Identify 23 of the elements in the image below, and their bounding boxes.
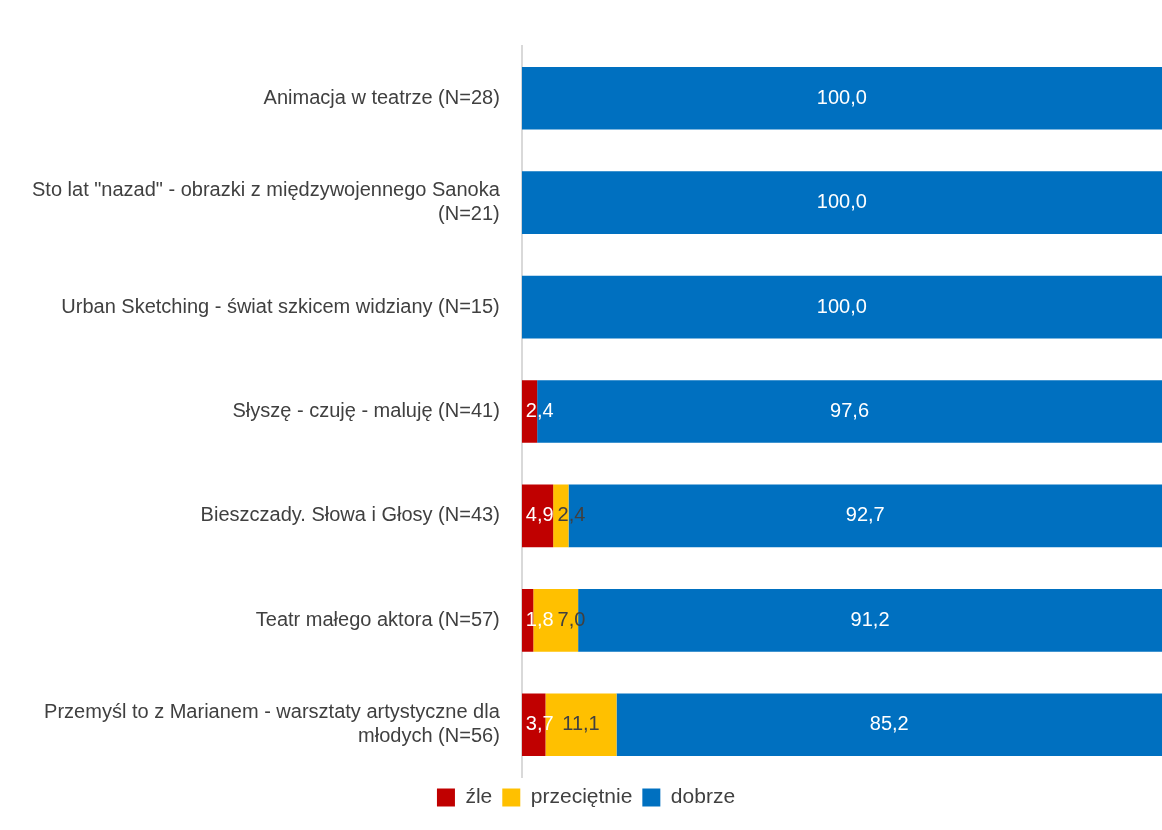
y-tick-label: Bieszczady. Słowa i Głosy (N=43): [200, 503, 500, 526]
data-label: 100,0: [816, 85, 867, 108]
data-label: 97,6: [830, 399, 870, 422]
y-tick-label: Animacja w teatrze (N=28): [263, 85, 500, 108]
legend-label: źle: [465, 784, 493, 808]
y-tick-label: Sto lat "nazad" - obrazki z międzywojennego Sanoka (N=21): [32, 178, 501, 225]
bar: [521, 275, 1162, 339]
bar: [521, 66, 1162, 130]
data-label: 11,1: [562, 712, 600, 735]
bar: [616, 693, 1162, 757]
data-label: 4,9: [525, 503, 554, 526]
data-label: 92,7: [845, 503, 885, 526]
data-label: 100,0: [816, 190, 867, 213]
y-tick-label: Teatr małego aktora (N=57): [255, 607, 500, 630]
data-label: 100,0: [816, 294, 867, 317]
data-label: 85,2: [869, 712, 909, 735]
y-tick-label: Urban Sketching - świat szkicem widziany (N=15): [61, 294, 500, 317]
legend-label: przeciętnie: [530, 784, 633, 808]
bar: [521, 171, 1162, 234]
y-tick-label: Słyszę - czuję - maluję (N=41): [232, 399, 500, 422]
legend-label: dobrze: [670, 784, 736, 808]
y-tick-label: Przemyśl to z Marianem - warsztaty artystyczne dla młodych (N=56): [44, 700, 501, 747]
data-label: 91,2: [850, 607, 890, 630]
